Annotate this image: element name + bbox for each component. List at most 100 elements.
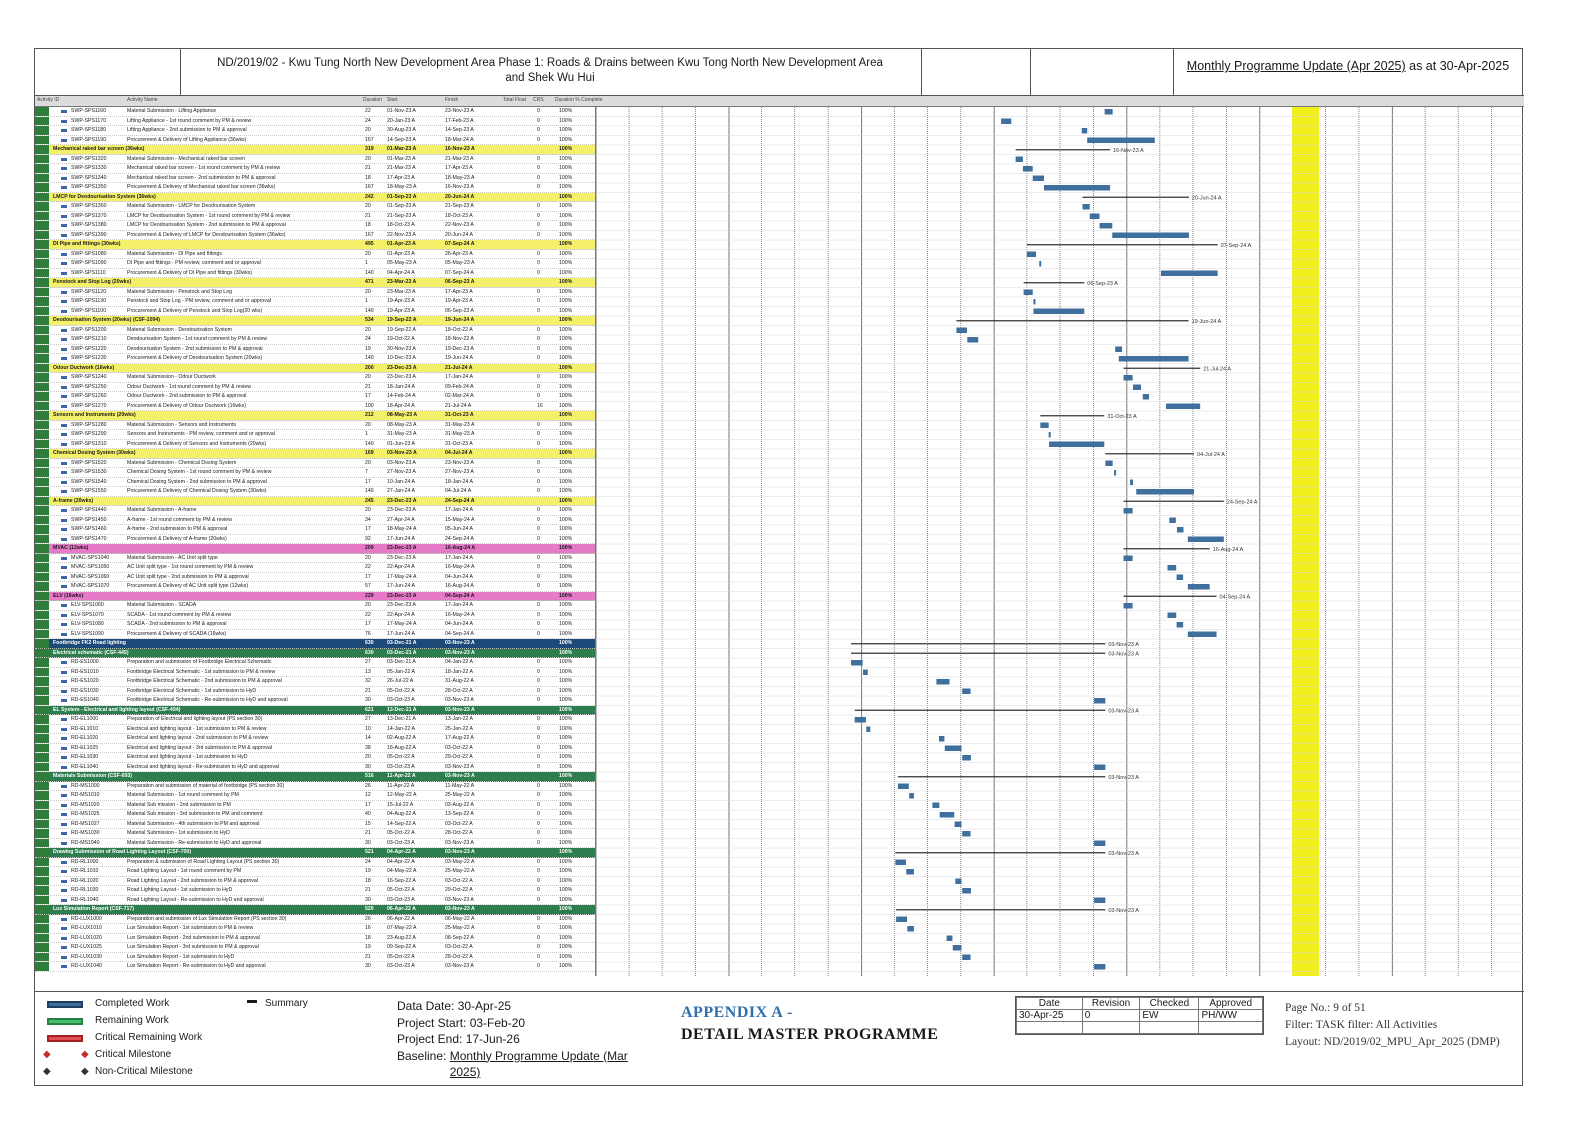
- activity-row[interactable]: RD-RL1030 Road Lighting Layout - 1st subm…: [35, 886, 595, 896]
- activity-row[interactable]: SWP-SPS1530 Chemical Dosing System - 1st …: [35, 468, 595, 478]
- activity-row[interactable]: SWP-SPS1280 Material Submission - Sensors…: [35, 420, 595, 430]
- wbs-summary-row[interactable]: Penstock and Stop Log (20wks) 471 23-Mar-2…: [35, 278, 595, 288]
- activity-row[interactable]: MVAC-SPS1070 Procurement & Delivery of AC…: [35, 582, 595, 592]
- activity-row[interactable]: ELV-SPS1060 Material Submission - SCADA 20…: [35, 601, 595, 611]
- wbs-summary-row[interactable]: DI Pipe and fittings (30wks) 495 01-Apr-23…: [35, 240, 595, 250]
- activity-row[interactable]: ELV-SPS1080 SCADA - 2nd submission to PM …: [35, 620, 595, 630]
- activity-row[interactable]: SWP-SPS1240 Material Submission - Odour D…: [35, 373, 595, 383]
- wbs-summary-row[interactable]: Chemical Dosing System (30wks) 169 03-Nov-…: [35, 449, 595, 459]
- activity-row[interactable]: RD-ES1010 Footbridge Electrical Schematic…: [35, 667, 595, 677]
- wbs-summary-row[interactable]: Footbridge FK2 Road lighting 630 03-Dec-21…: [35, 639, 595, 649]
- wbs-summary-row[interactable]: Odour Ductwork (16wks) 200 23-Dec-23 A 21-J…: [35, 363, 595, 373]
- activity-row[interactable]: SWP-SPS1520 Material Submission - Chemica…: [35, 458, 595, 468]
- activity-row[interactable]: RD-LUX1020 Lux Simulation Report - 2nd su…: [35, 933, 595, 943]
- activity-row[interactable]: MVAC-SPS1060 AC Unit split type - 2nd sub…: [35, 572, 595, 582]
- wbs-summary-row[interactable]: MVAC (12wks) 209 23-Dec-23 A 16-Aug-24 A 100…: [35, 544, 595, 554]
- activity-row[interactable]: RD-LUX1030 Lux Simulation Report - 1st su…: [35, 952, 595, 962]
- activity-row[interactable]: SWP-SPS1380 LMCP for Deodourisation Syste…: [35, 221, 595, 231]
- wbs-summary-row[interactable]: EL System - Electrical and lighting layo…: [35, 705, 595, 715]
- activity-row[interactable]: MVAC-SPS1050 AC Unit split type - 1st rou…: [35, 563, 595, 573]
- activity-row[interactable]: SWP-SPS1540 Chemical Dosing System - 2nd …: [35, 477, 595, 487]
- cell-pct-complete: 100%: [559, 260, 573, 266]
- activity-row[interactable]: RD-ES1040 Footbridge Electrical Schematic…: [35, 696, 595, 706]
- activity-row[interactable]: SWP-SPS1210 Deodourisation System - 1st r…: [35, 335, 595, 345]
- project-start: Project Start: 03-Feb-20: [397, 1015, 526, 1030]
- activity-row[interactable]: RD-MS1027 Material Submission - 4th submi…: [35, 819, 595, 829]
- activity-row[interactable]: RD-EL1010 Electrical and lighting layout …: [35, 724, 595, 734]
- activity-row[interactable]: SWP-SPS1370 LMCP for Deodourisation Syste…: [35, 211, 595, 221]
- activity-row[interactable]: SWP-SPS1470 Procurement & Delivery of A-f…: [35, 534, 595, 544]
- activity-row[interactable]: ELV-SPS1070 SCADA - 1st round comment by …: [35, 610, 595, 620]
- activity-row[interactable]: RD-EL1025 Electrical and lighting layout …: [35, 743, 595, 753]
- activity-row[interactable]: RD-LUX1000 Preparation and submission of …: [35, 914, 595, 924]
- activity-row[interactable]: SWP-SPS1310 Procurement & Delivery of Sen…: [35, 439, 595, 449]
- wbs-summary-row[interactable]: LMCP for Deodourisation System (36wks) 24…: [35, 192, 595, 202]
- activity-row[interactable]: SWP-SPS1170 Lifting Appliance - 1st round…: [35, 116, 595, 126]
- activity-row[interactable]: SWP-SPS1200 Material Submission - Deodour…: [35, 325, 595, 335]
- activity-row[interactable]: SWP-SPS1090 DI Pipe and fittings - PM rev…: [35, 259, 595, 269]
- activity-row[interactable]: RD-MS1030 Material Submission - 1st submi…: [35, 829, 595, 839]
- cell-pct-complete: 100%: [559, 507, 573, 513]
- activity-row[interactable]: RD-ES1020 Footbridge Electrical Schematic…: [35, 677, 595, 687]
- cell-finish: 28-Oct-22 A: [445, 687, 473, 694]
- activity-row[interactable]: SWP-SPS1110 Procurement & Delivery of DI …: [35, 268, 595, 278]
- activity-row[interactable]: RD-MS1040 Material Submission - Re-submis…: [35, 838, 595, 848]
- activity-row[interactable]: RD-LUX1025 Lux Simulation Report - 3rd su…: [35, 943, 595, 953]
- wbs-summary-row[interactable]: Lux Simulation Report (CSF-717) 520 06-Apr…: [35, 905, 595, 915]
- activity-row[interactable]: SWP-SPS1390 Procurement & Delivery of LMC…: [35, 230, 595, 240]
- activity-row[interactable]: SWP-SPS1460 A-frame - 2nd submission to P…: [35, 525, 595, 535]
- wbs-summary-row[interactable]: ELV (16wks) 229 23-Dec-23 A 04-Sep-24 A 100%: [35, 591, 595, 601]
- wbs-summary-row[interactable]: A-frame (20wks) 245 23-Dec-23 A 24-Sep-24 A…: [35, 496, 595, 506]
- activity-row[interactable]: ELV-SPS1090 Procurement & Delivery of SCA…: [35, 629, 595, 639]
- cell-crs: 0: [537, 564, 540, 570]
- activity-row[interactable]: SWP-SPS1100 Procurement & Delivery of Pen…: [35, 306, 595, 316]
- update-link[interactable]: Monthly Programme Update (Apr 2025): [1186, 59, 1406, 73]
- activity-row[interactable]: SWP-SPS1080 Material Submission - DI Pipe…: [35, 249, 595, 259]
- activity-row[interactable]: RD-LUX1040 Lux Simulation Report - Re-sub…: [35, 962, 595, 972]
- wbs-summary-row[interactable]: Sensors and Instruments (20wks) 212 08-May…: [35, 411, 595, 421]
- wbs-summary-row[interactable]: Materials Submission (CSF-693) 516 11-Apr-…: [35, 772, 595, 782]
- activity-row[interactable]: SWP-SPS1340 Mechanical raked bar screen -…: [35, 173, 595, 183]
- activity-row[interactable]: RD-LUX1010 Lux Simulation Report - 1st su…: [35, 924, 595, 934]
- activity-row[interactable]: SWP-SPS1330 Mechanical raked bar screen -…: [35, 164, 595, 174]
- activity-row[interactable]: SWP-SPS1270 Procurement & Delivery of Odo…: [35, 401, 595, 411]
- activity-row[interactable]: SWP-SPS1180 Lifting Appliance - 2nd submi…: [35, 126, 595, 136]
- activity-row[interactable]: RD-MS1020 Material Sub mission - 2nd subm…: [35, 800, 595, 810]
- activity-row[interactable]: MVAC-SPS1040 Material Submission - AC Uni…: [35, 553, 595, 563]
- activity-row[interactable]: RD-EL1000 Preparation of Electrical and l…: [35, 715, 595, 725]
- activity-row[interactable]: RD-RL1020 Road Lighting Layout - 2nd subm…: [35, 876, 595, 886]
- activity-row[interactable]: SWP-SPS1220 Deodourisation System - 2nd s…: [35, 344, 595, 354]
- activity-row[interactable]: SWP-SPS1440 Material Submission - A-frame…: [35, 506, 595, 516]
- activity-row[interactable]: SWP-SPS1230 Procurement & Delivery of Deo…: [35, 354, 595, 364]
- activity-row[interactable]: SWP-SPS1290 Sensors and Instruments - PM …: [35, 430, 595, 440]
- activity-row[interactable]: SWP-SPS1190 Procurement & Delivery of Lif…: [35, 135, 595, 145]
- activity-row[interactable]: SWP-SPS1120 Material Submission - Penstoc…: [35, 287, 595, 297]
- activity-row[interactable]: SWP-SPS1160 Material Submission - Lifting…: [35, 107, 595, 117]
- activity-row[interactable]: RD-MS1000 Preparation and submission of m…: [35, 781, 595, 791]
- activity-row[interactable]: RD-MS1010 Material Submission - 1st round…: [35, 791, 595, 801]
- activity-row[interactable]: RD-EL1040 Electrical and lighting layout …: [35, 762, 595, 772]
- activity-row[interactable]: RD-EL1020 Electrical and lighting layout …: [35, 734, 595, 744]
- baseline-link[interactable]: Monthly Programme Update (Mar 2025): [449, 1048, 628, 1080]
- wbs-summary-row[interactable]: Deodourisation System (20wks) (CSF-1094)…: [35, 316, 595, 326]
- activity-row[interactable]: SWP-SPS1250 Odour Ductwork - 1st round co…: [35, 382, 595, 392]
- activity-row[interactable]: SWP-SPS1350 Procurement & Delivery of Mec…: [35, 183, 595, 193]
- activity-row[interactable]: RD-ES1030 Footbridge Electrical Schematic…: [35, 686, 595, 696]
- activity-row[interactable]: RD-RL1040 Road Lighting Layout - Re-submi…: [35, 895, 595, 905]
- activity-row[interactable]: SWP-SPS1320 Material Submission - Mechani…: [35, 154, 595, 164]
- activity-row[interactable]: RD-RL1000 Preparation & submission of Roa…: [35, 857, 595, 867]
- activity-row[interactable]: SWP-SPS1450 A-frame - 1st round comment b…: [35, 515, 595, 525]
- cell-duration: 18: [365, 174, 371, 181]
- wbs-summary-row[interactable]: Drawing Submission of Road Lighting Layo…: [35, 848, 595, 858]
- wbs-summary-row[interactable]: Electrical schematic (CSF-445) 630 03-Dec-…: [35, 648, 595, 658]
- activity-row[interactable]: SWP-SPS1260 Odour Ductwork - 2nd submissi…: [35, 392, 595, 402]
- activity-row[interactable]: RD-EL1030 Electrical and lighting layout …: [35, 753, 595, 763]
- activity-row[interactable]: RD-MS1025 Material Sub mission - 3rd subm…: [35, 810, 595, 820]
- activity-row[interactable]: SWP-SPS1130 Penstock and Stop Log - PM re…: [35, 297, 595, 307]
- gantt-bar: [1094, 897, 1106, 903]
- activity-row[interactable]: RD-RL1010 Road Lighting Layout - 1st roun…: [35, 867, 595, 877]
- activity-row[interactable]: SWP-SPS1550 Procurement & Delivery of Che…: [35, 487, 595, 497]
- activity-row[interactable]: RD-ES1000 Preparation and submission of F…: [35, 658, 595, 668]
- activity-row[interactable]: SWP-SPS1360 Material Submission - LMCP fo…: [35, 202, 595, 212]
- wbs-summary-row[interactable]: Mechanical raked bar screen (36wks) 319 01…: [35, 145, 595, 155]
